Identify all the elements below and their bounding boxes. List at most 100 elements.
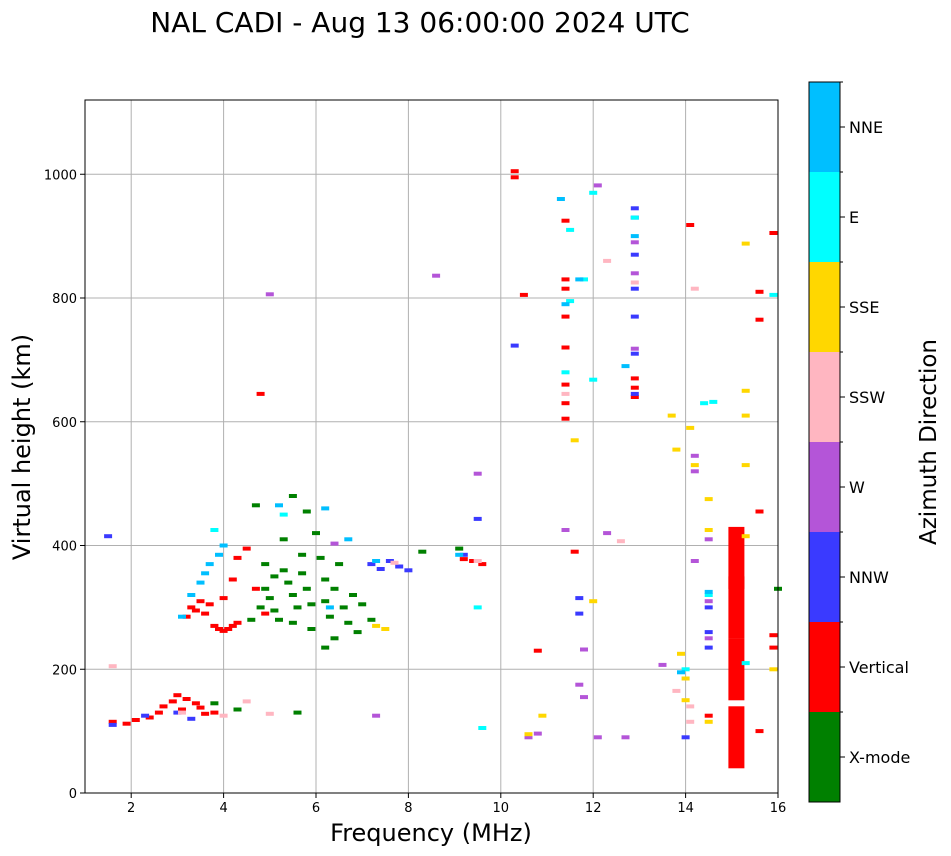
data-point-xmode	[293, 605, 302, 610]
data-point-w	[603, 531, 612, 536]
data-point-xmode	[265, 596, 274, 601]
data-point-nne	[630, 234, 639, 239]
x-tick-label: 6	[312, 801, 320, 816]
data-point-sse	[372, 623, 381, 628]
x-axis-label: Frequency (MHz)	[330, 819, 532, 847]
data-point-nne	[704, 589, 713, 594]
colorbar-tick-label: NNE	[849, 118, 883, 137]
data-points	[104, 169, 782, 769]
data-point-nne	[178, 614, 186, 619]
y-tick-label: 200	[52, 663, 77, 678]
data-point-vertical	[233, 620, 242, 625]
data-point-nne	[455, 552, 464, 557]
colorbar: X-mode Vertical NNW W SSW SSE E NNE	[808, 81, 910, 803]
data-point-vertical	[459, 557, 468, 562]
colorbar-segment	[809, 532, 840, 622]
data-point-ssw	[108, 664, 117, 669]
x-tick-label: 4	[219, 801, 227, 816]
data-point-xmode	[302, 586, 311, 591]
data-point-vertical	[561, 345, 570, 350]
data-point-e	[478, 726, 487, 730]
data-point-vertical	[769, 231, 778, 235]
data-point-nnw	[630, 314, 639, 319]
colorbar-segment	[809, 442, 840, 532]
data-point-nnw	[367, 562, 376, 567]
data-point-vertical	[686, 223, 695, 227]
x-tick-label: 8	[404, 801, 412, 816]
data-point-w	[704, 636, 713, 641]
data-point-w	[473, 471, 482, 476]
data-point-ssw	[242, 699, 251, 704]
data-point-ssw	[690, 286, 699, 291]
data-point-sse	[704, 497, 713, 502]
data-point-nnw	[681, 735, 690, 740]
data-point-xmode	[344, 620, 353, 625]
data-point-w	[593, 183, 602, 188]
data-point-nnw	[630, 391, 639, 396]
data-point-vertical	[561, 277, 570, 282]
data-point-ssw	[630, 280, 639, 285]
plot-frame	[84, 99, 779, 794]
data-point-w	[704, 599, 713, 604]
data-point-vertical	[233, 555, 242, 560]
colorbar-segment	[809, 172, 840, 262]
data-point-sse	[667, 413, 676, 418]
data-point-xmode	[358, 602, 367, 607]
colorbar-segment	[809, 262, 840, 352]
data-point-ssw	[265, 711, 274, 716]
data-point-xmode	[307, 602, 316, 607]
data-point-vertical	[561, 314, 570, 319]
data-point-e	[580, 277, 588, 282]
colorbar-segment	[809, 352, 840, 442]
data-point-e	[681, 667, 690, 672]
data-point-vertical	[154, 710, 163, 715]
data-point-nnw	[459, 552, 468, 557]
data-point-vertical	[755, 317, 764, 322]
data-point-xmode	[270, 574, 279, 579]
data-point-nnw	[404, 568, 413, 573]
data-point-vertical	[228, 623, 237, 628]
data-point-vertical	[228, 577, 237, 582]
data-point-xmode	[261, 586, 270, 591]
colorbar-segment	[809, 82, 840, 172]
data-point-xmode	[288, 620, 297, 625]
axes: 2 4 6 8 10 12 14 16 0 200 400 600 800 1000	[44, 168, 786, 816]
colorbar-tick-label: SSW	[849, 388, 885, 407]
data-point-vertical	[145, 715, 154, 720]
data-point-xmode	[270, 608, 279, 613]
data-point-nnw	[630, 351, 639, 356]
data-point-e	[561, 370, 570, 375]
colorbar-tick-label: E	[849, 208, 859, 227]
data-point-nne	[372, 559, 381, 563]
colorbar-tick-label: Vertical	[849, 658, 909, 677]
data-point-vertical	[131, 718, 140, 722]
data-point-vertical	[561, 401, 570, 406]
data-point-e	[279, 512, 288, 517]
data-point-vertical	[769, 645, 778, 650]
data-point-vertical	[630, 395, 639, 399]
data-point-nnw	[630, 252, 639, 257]
y-tick-label: 400	[52, 540, 77, 555]
data-point-sse	[570, 438, 579, 443]
data-point-vertical	[755, 509, 764, 514]
data-point-sse	[524, 732, 533, 737]
data-point-w	[621, 735, 630, 740]
colorbar-segment	[809, 712, 840, 802]
data-point-nnw	[704, 630, 713, 635]
data-point-nne	[321, 506, 330, 511]
data-point-xmode	[256, 605, 265, 610]
data-point-vertical	[561, 218, 570, 223]
data-point-w	[690, 469, 699, 474]
plot-background	[85, 100, 778, 793]
data-point-nne	[219, 543, 228, 548]
data-point-vertical	[755, 729, 764, 734]
data-point-nnw	[104, 534, 113, 539]
data-point-sse	[589, 599, 598, 604]
data-point-vertical	[108, 719, 117, 724]
x-tick-label: 12	[585, 801, 602, 816]
data-point-vertical	[261, 611, 270, 616]
data-point-vertical	[570, 549, 579, 554]
data-point-w	[533, 731, 542, 736]
data-point-nnw	[704, 605, 713, 610]
data-point-vertical	[210, 710, 219, 715]
